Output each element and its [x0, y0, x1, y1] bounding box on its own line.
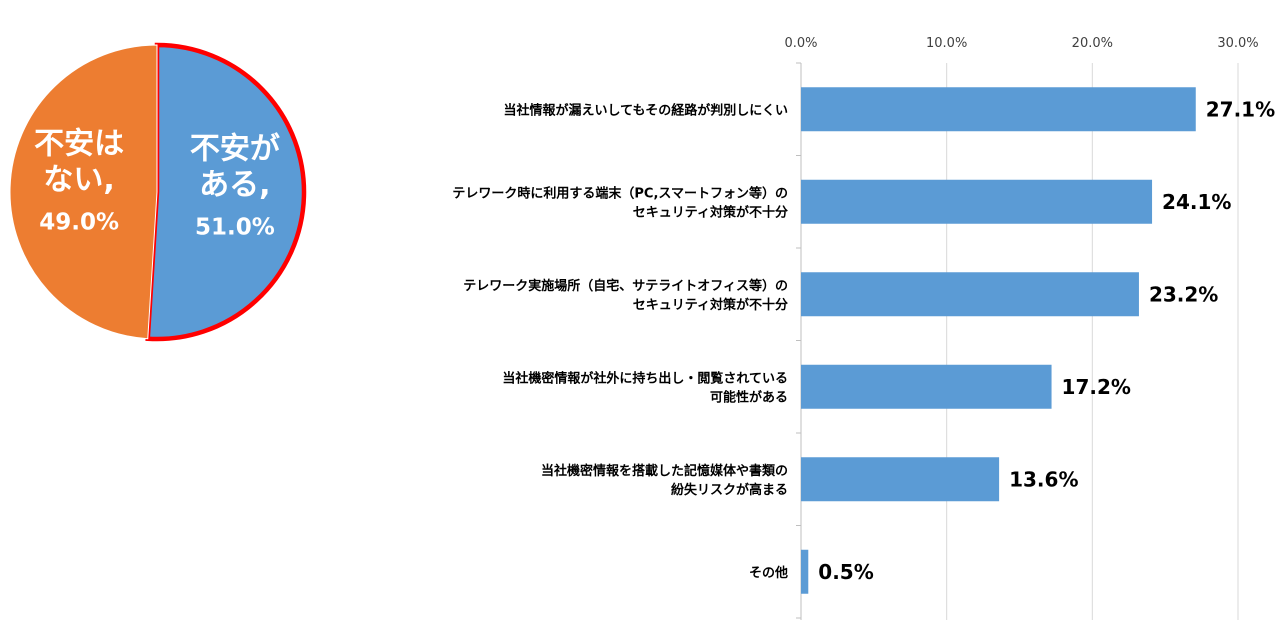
- bar-4: [801, 457, 1000, 502]
- category-label-5: その他: [749, 565, 788, 581]
- category-label-2: テレワーク実施場所（自宅、サテライトオフィス等）の: [463, 278, 788, 294]
- x-tick-label: 0.0%: [784, 36, 817, 51]
- bar-5-value: 0.5%: [818, 560, 873, 584]
- category-label-4: 紛失リスクが高まる: [671, 482, 788, 498]
- bar-2-value: 23.2%: [1149, 282, 1218, 306]
- bar-0-value: 27.1%: [1206, 97, 1275, 121]
- pie-slice-1-label: 不安は: [34, 127, 124, 162]
- x-tick-label: 10.0%: [926, 36, 967, 51]
- bar-0: [801, 87, 1196, 132]
- x-tick-label: 30.0%: [1217, 36, 1258, 51]
- x-tick-label: 20.0%: [1072, 36, 1113, 51]
- bar-3: [801, 364, 1052, 409]
- pie-slice-1-value: 49.0%: [39, 210, 119, 236]
- category-label-3: 当社機密情報が社外に持ち出し・閲覧されている: [502, 370, 788, 386]
- bar-2: [801, 272, 1139, 317]
- category-label-2: セキュリティ対策が不十分: [633, 297, 788, 313]
- pie-slice-1-label: ない,: [43, 163, 114, 198]
- pie-slice-0-label: ある,: [199, 167, 270, 202]
- bar-5: [801, 549, 809, 594]
- pie-slice-1: [9, 44, 158, 340]
- bar-chart: 0.0% 10.0% 20.0% 30.0% 27.1% 当社情報が漏えいしてもその経路が…: [452, 36, 1275, 620]
- pie-slice-0: [145, 42, 307, 342]
- bar-3-value: 17.2%: [1062, 375, 1131, 399]
- bar-1: [801, 179, 1153, 224]
- bar-4-value: 13.6%: [1009, 467, 1078, 491]
- pie-slice-0-label: 不安が: [190, 131, 280, 166]
- category-label-0: 当社情報が漏えいしてもその経路が判別しにくい: [504, 102, 788, 118]
- category-label-1: テレワーク時に利用する端末（PC,スマートフォン等）の: [452, 185, 788, 201]
- category-label-4: 当社機密情報を搭載した記憶媒体や書類の: [541, 463, 788, 479]
- category-label-3: 可能性がある: [710, 389, 788, 405]
- bar-1-value: 24.1%: [1162, 190, 1231, 214]
- pie-slice-0-value: 51.0%: [195, 214, 275, 240]
- category-label-1: セキュリティ対策が不十分: [633, 204, 788, 220]
